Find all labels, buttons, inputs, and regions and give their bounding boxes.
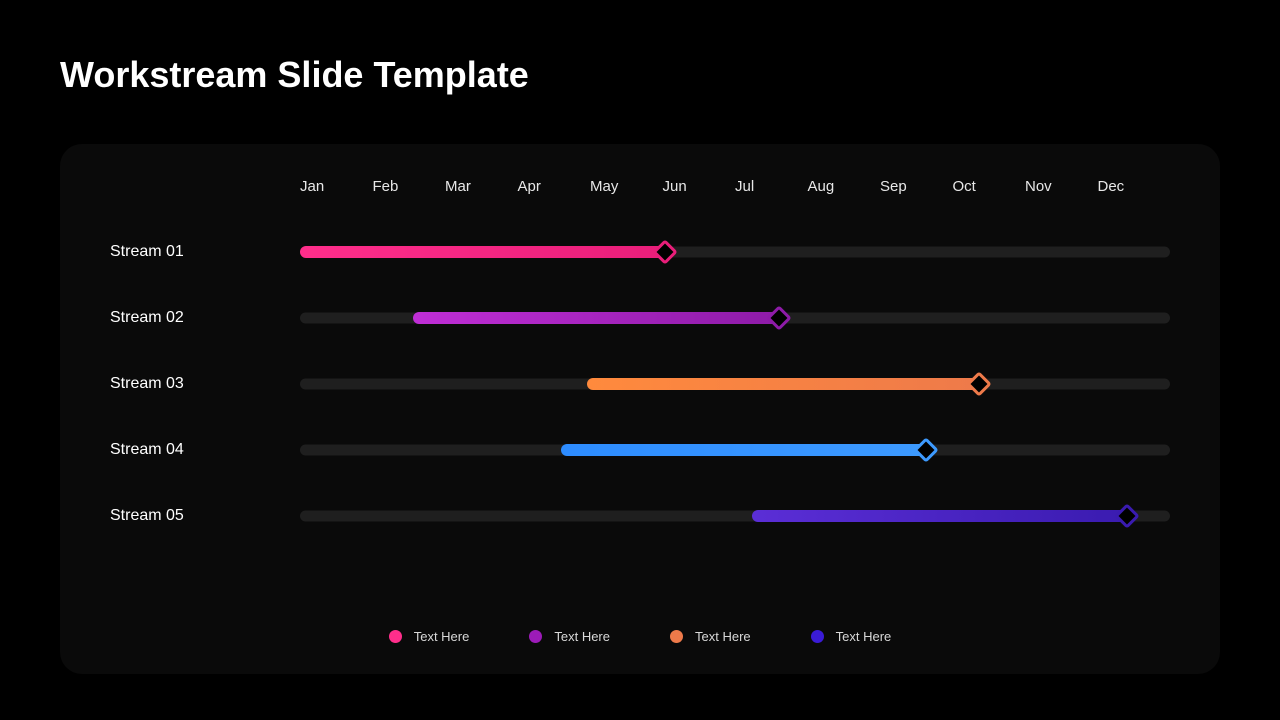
month-label: Sep (880, 178, 953, 195)
months-header: JanFebMarAprMayJunJulAugSepOctNovDec (300, 178, 1170, 195)
stream-label: Stream 05 (110, 507, 300, 525)
stream-bar (413, 312, 778, 324)
legend-label: Text Here (554, 629, 610, 644)
stream-row: Stream 04 (110, 439, 1170, 461)
milestone-diamond-icon (1114, 503, 1139, 528)
legend-dot-icon (670, 630, 683, 643)
track (300, 246, 1170, 258)
month-label: Jan (300, 178, 373, 195)
legend: Text Here Text Here Text Here Text Here (60, 629, 1220, 644)
page-title: Workstream Slide Template (60, 54, 1220, 96)
stream-row: Stream 02 (110, 307, 1170, 329)
month-label: Feb (373, 178, 446, 195)
stream-label: Stream 01 (110, 243, 300, 261)
legend-label: Text Here (414, 629, 470, 644)
legend-item: Text Here (811, 629, 892, 644)
legend-label: Text Here (836, 629, 892, 644)
stream-label: Stream 03 (110, 375, 300, 393)
month-label: Mar (445, 178, 518, 195)
milestone-diamond-icon (653, 239, 678, 264)
streams-container: Stream 01 Stream 02 Stream 03 Stream 04 Stre… (110, 241, 1170, 527)
legend-item: Text Here (529, 629, 610, 644)
month-label: Nov (1025, 178, 1098, 195)
legend-dot-icon (811, 630, 824, 643)
legend-label: Text Here (695, 629, 751, 644)
month-label: Dec (1098, 178, 1171, 195)
track (300, 312, 1170, 324)
month-label: Aug (808, 178, 881, 195)
month-label: May (590, 178, 663, 195)
legend-item: Text Here (670, 629, 751, 644)
stream-row: Stream 03 (110, 373, 1170, 395)
legend-dot-icon (529, 630, 542, 643)
stream-label: Stream 04 (110, 441, 300, 459)
stream-row: Stream 01 (110, 241, 1170, 263)
stream-row: Stream 05 (110, 505, 1170, 527)
legend-dot-icon (389, 630, 402, 643)
legend-item: Text Here (389, 629, 470, 644)
month-label: Apr (518, 178, 591, 195)
milestone-diamond-icon (766, 305, 791, 330)
track (300, 510, 1170, 522)
stream-bar (300, 246, 665, 258)
slide: Workstream Slide Template JanFebMarAprMa… (0, 0, 1280, 720)
gantt-panel: JanFebMarAprMayJunJulAugSepOctNovDec Str… (60, 144, 1220, 674)
stream-bar (561, 444, 926, 456)
month-label: Oct (953, 178, 1026, 195)
milestone-diamond-icon (914, 437, 939, 462)
track (300, 444, 1170, 456)
month-label: Jul (735, 178, 808, 195)
month-label: Jun (663, 178, 736, 195)
stream-bar (587, 378, 979, 390)
stream-label: Stream 02 (110, 309, 300, 327)
milestone-diamond-icon (966, 371, 991, 396)
track (300, 378, 1170, 390)
stream-bar (752, 510, 1126, 522)
